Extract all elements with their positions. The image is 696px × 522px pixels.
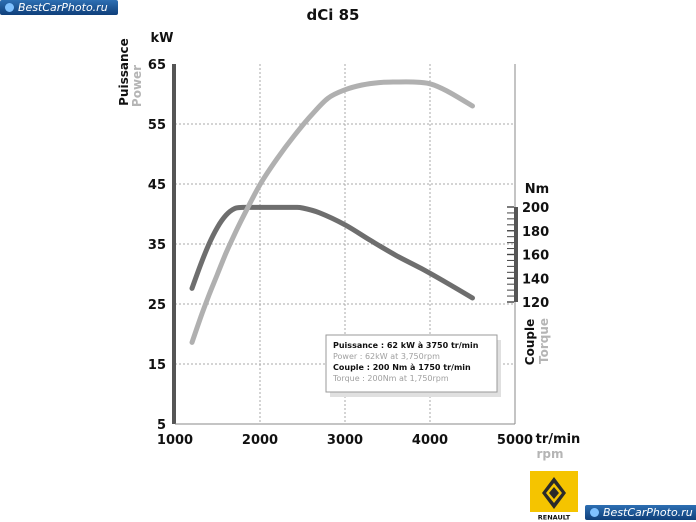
right-tick-label: 200: [522, 201, 549, 216]
watermark-top: BestCarPhoto.ru: [0, 0, 118, 15]
series-line-puissance: [189, 79, 475, 345]
y-tick-label: 25: [148, 298, 166, 313]
svg-text:RENAULT: RENAULT: [538, 514, 571, 522]
annotation-line-3: Couple : 200 Nm à 1750 tr/min: [333, 363, 471, 372]
right-tick-label: 120: [522, 296, 549, 311]
annotation-line-1: Puissance : 62 kW à 3750 tr/min: [333, 341, 479, 350]
y-tick-label: 5: [157, 418, 166, 433]
y-tick-label: 55: [148, 118, 166, 133]
right-tick-label: 140: [522, 272, 549, 287]
annotation-box: Puissance : 62 kW à 3750 tr/min Power : …: [325, 334, 501, 397]
series-layer: [189, 79, 475, 345]
right-axis-unit: Nm: [525, 182, 549, 197]
watermark-dot-icon: [590, 508, 599, 517]
right-axis-label: Couple: [523, 319, 537, 365]
right-axis-line: [514, 207, 518, 302]
series-line-couple: [189, 204, 475, 301]
watermark-text: BestCarPhoto.ru: [18, 1, 108, 14]
watermark-bottom: BestCarPhoto.ru: [585, 505, 696, 520]
right-tick-label: 160: [522, 249, 549, 264]
left-axis-line: [172, 64, 176, 424]
right-axis-label-en: Torque: [537, 318, 551, 364]
x-axis-label-en: rpm: [536, 447, 563, 461]
y-tick-label: 45: [148, 178, 166, 193]
renault-logo: RENAULT: [530, 471, 578, 521]
y-tick-label: 35: [148, 238, 166, 253]
annotation-line-4: Torque : 200Nm at 1,750rpm: [332, 374, 449, 383]
watermark-text: BestCarPhoto.ru: [603, 506, 693, 519]
right-tick-label: 180: [522, 225, 549, 240]
x-axis-label: tr/min: [536, 432, 581, 447]
watermark-dot-icon: [5, 3, 14, 12]
x-tick-label: 3000: [327, 433, 363, 448]
y-tick-label: 65: [148, 58, 166, 73]
y-tick-label: 15: [148, 358, 166, 373]
left-axis-unit: kW: [151, 31, 174, 46]
x-tick-label: 2000: [242, 433, 278, 448]
left-axis-label-en: Power: [130, 65, 144, 107]
chart-title: dCi 85: [307, 6, 360, 24]
x-tick-label: 1000: [157, 433, 193, 448]
x-tick-label: 4000: [412, 433, 448, 448]
annotation-line-2: Power : 62kW at 3,750rpm: [333, 352, 440, 361]
chart-axes: [172, 64, 518, 425]
x-tick-label: 5000: [497, 433, 533, 448]
left-axis-label: Puissance: [117, 38, 131, 106]
